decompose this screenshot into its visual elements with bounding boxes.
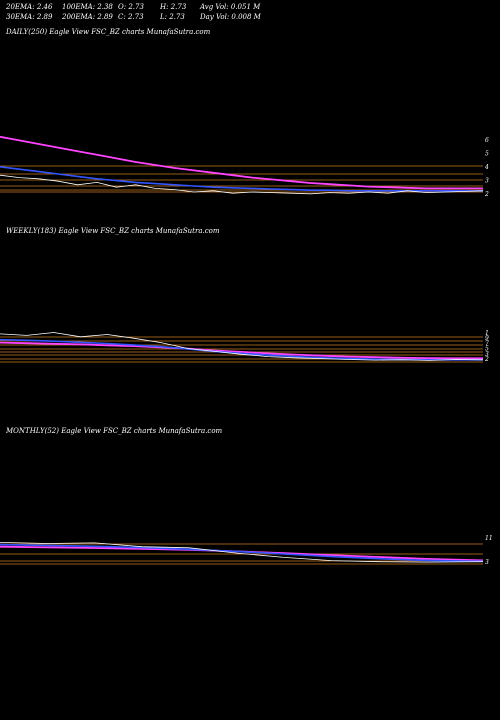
low-label: L: 2.73 [160, 13, 185, 21]
ema30-label: 30EMA: 2.89 [6, 13, 53, 21]
monthly-ema-short-line [0, 543, 484, 563]
weekly-panel-title: WEEKLY(183) Eagle View FSC_BZ charts Mun… [6, 227, 220, 235]
weekly-y-tick-label: 5 [485, 346, 489, 353]
day-vol-label: Day Vol: 0.008 M [200, 13, 261, 21]
avg-vol-label: Avg Vol: 0.051 M [200, 3, 261, 11]
weekly-ema-short-line [0, 338, 483, 361]
ema20-label: 20EMA: 2.46 [6, 3, 53, 11]
daily-y-tick-label: 6 [485, 137, 489, 144]
daily-y-tick-label: 4 [484, 164, 489, 171]
daily-ema-long-line [0, 135, 483, 190]
daily-y-tick-label: 3 [485, 178, 489, 185]
monthly-y-tick-label: 11 [485, 535, 493, 542]
weekly-y-tick-label: 2 [484, 356, 489, 363]
monthly-panel-title: MONTHLY(52) Eagle View FSC_BZ charts Mun… [6, 427, 223, 435]
ema100-label: 100EMA: 2.38 [62, 3, 113, 11]
monthly-chart: 11 3 [0, 535, 493, 566]
daily-y-tick-label: 2 [484, 191, 489, 198]
daily-panel-title: DAILY(250) Eagle View FSC_BZ charts Muna… [6, 28, 211, 36]
monthly-y-tick-label: 3 [485, 559, 489, 566]
daily-price-line [0, 174, 484, 195]
ema200-label: 200EMA: 2.89 [62, 13, 113, 21]
high-label: H: 2.73 [160, 3, 187, 11]
weekly-ema-long-line [0, 341, 483, 360]
daily-chart: 6 5 4 3 2 [0, 135, 489, 198]
close-label: C: 2.73 [118, 13, 144, 21]
daily-y-tick-label: 5 [485, 151, 489, 158]
weekly-y-tick-label: 1 [485, 330, 489, 337]
weekly-y-tick-label: 7 [485, 340, 489, 347]
weekly-price-line [0, 332, 484, 361]
open-label: O: 2.73 [118, 3, 144, 11]
monthly-price-line [0, 542, 484, 563]
weekly-y-tick-label: 9 [485, 335, 489, 342]
weekly-y-tick-label: 3 [485, 351, 489, 358]
